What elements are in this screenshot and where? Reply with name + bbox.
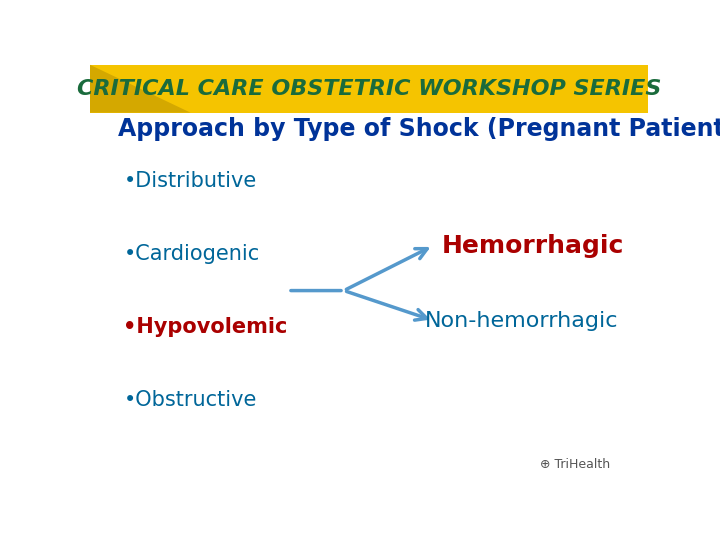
Text: Hemorrhagic: Hemorrhagic xyxy=(441,234,624,258)
Text: ⊕ TriHealth: ⊕ TriHealth xyxy=(541,458,611,471)
Text: •Obstructive: •Obstructive xyxy=(124,389,257,409)
Polygon shape xyxy=(90,65,190,113)
Text: Non-hemorrhagic: Non-hemorrhagic xyxy=(425,310,618,330)
Text: •Hypovolemic: •Hypovolemic xyxy=(124,317,288,337)
Text: •Distributive: •Distributive xyxy=(124,171,257,191)
Text: CRITICAL CARE OBSTETRIC WORKSHOP SERIES: CRITICAL CARE OBSTETRIC WORKSHOP SERIES xyxy=(77,79,661,99)
FancyBboxPatch shape xyxy=(90,65,648,113)
Text: •Cardiogenic: •Cardiogenic xyxy=(124,244,260,264)
Text: Approach by Type of Shock (Pregnant Patient): Approach by Type of Shock (Pregnant Pati… xyxy=(118,117,720,141)
